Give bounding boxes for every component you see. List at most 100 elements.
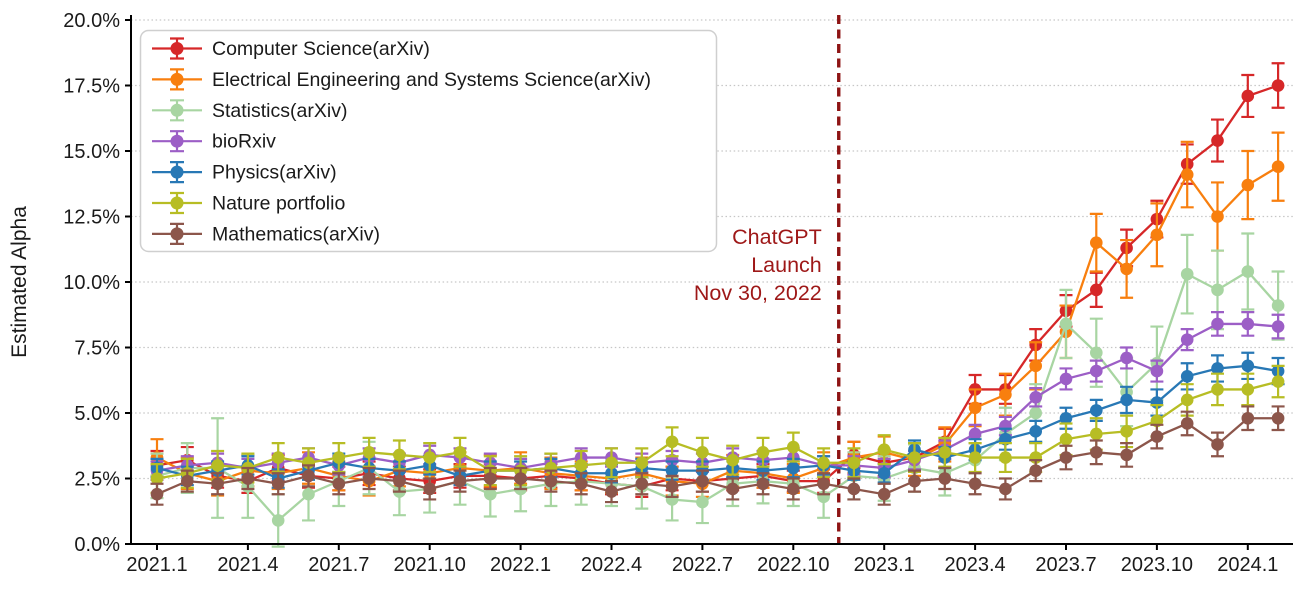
series-mathematics-arxiv (150, 405, 1285, 506)
legend-label: Computer Science(arXiv) (212, 38, 430, 60)
svg-text:5.0%: 5.0% (74, 403, 120, 425)
data-point (787, 440, 800, 454)
data-point (1090, 346, 1103, 360)
svg-text:17.5%: 17.5% (63, 76, 120, 98)
svg-text:2022.7: 2022.7 (672, 554, 733, 576)
svg-text:2023.10: 2023.10 (1121, 554, 1193, 576)
data-point (302, 487, 315, 501)
svg-text:2022.10: 2022.10 (757, 554, 829, 576)
svg-text:0.0%: 0.0% (74, 534, 120, 556)
data-point (1029, 390, 1042, 404)
data-point (908, 451, 921, 464)
legend-entry-mathematics-arxiv: Mathematics(arXiv) (152, 222, 380, 245)
legend-label: Statistics(arXiv) (212, 100, 347, 122)
data-point (211, 459, 224, 472)
data-point (1029, 359, 1042, 373)
data-point (181, 474, 194, 488)
data-point (302, 469, 315, 483)
data-point (1271, 375, 1285, 388)
data-point (1271, 160, 1285, 174)
data-point (1211, 283, 1224, 297)
data-point (332, 477, 346, 491)
data-point (938, 446, 952, 459)
legend-label: Electrical Engineering and Systems Scien… (212, 69, 651, 91)
svg-text:10.0%: 10.0% (63, 272, 120, 294)
data-point (1241, 411, 1255, 425)
data-point (968, 401, 982, 415)
svg-text:7.5%: 7.5% (74, 338, 120, 360)
data-point (514, 472, 527, 485)
data-point (968, 477, 982, 491)
data-point (393, 474, 406, 488)
data-point (1271, 79, 1285, 92)
legend-marker-dot (170, 72, 184, 86)
data-point (484, 487, 497, 501)
data-point (423, 451, 437, 464)
svg-text:2021.4: 2021.4 (217, 554, 278, 576)
data-point (271, 477, 285, 491)
svg-text:2022.1: 2022.1 (490, 554, 551, 576)
legend-label: Nature portfolio (212, 193, 345, 215)
data-point (150, 487, 164, 501)
legend-entry-computer-science-arxiv: Computer Science(arXiv) (152, 37, 430, 60)
data-point (787, 461, 800, 475)
legend-label: Mathematics(arXiv) (212, 223, 380, 245)
svg-text:20.0%: 20.0% (63, 10, 120, 32)
svg-text:15.0%: 15.0% (63, 141, 120, 163)
data-point (1059, 411, 1073, 425)
series-line (156, 322, 1279, 472)
data-point (847, 456, 861, 470)
data-point (271, 451, 285, 464)
data-point (665, 435, 679, 449)
data-point (877, 443, 891, 456)
data-point (1059, 317, 1073, 331)
x-axis: 2021.1 2021.4 2021.7 2021.10 2022.1 2022.4 202… (126, 544, 1278, 576)
data-point (1120, 262, 1133, 276)
data-point (1029, 406, 1042, 420)
data-point (1090, 364, 1103, 378)
data-point (605, 456, 618, 470)
data-point (1241, 359, 1255, 373)
data-point (211, 477, 224, 491)
error-bars (150, 364, 1285, 495)
data-point (1180, 333, 1194, 346)
data-point (726, 453, 739, 467)
data-point (241, 472, 255, 485)
svg-text:2.5%: 2.5% (74, 469, 120, 491)
legend-marker-dot (170, 134, 184, 148)
data-point (332, 451, 346, 464)
data-point (150, 472, 164, 485)
data-point (999, 451, 1012, 464)
data-point (1180, 370, 1194, 383)
svg-text:2023.4: 2023.4 (945, 554, 1006, 576)
series-nature-portfolio (150, 364, 1285, 495)
svg-text:2021.1: 2021.1 (126, 554, 187, 576)
data-point (1211, 362, 1224, 375)
data-point (1271, 299, 1285, 312)
legend-box (139, 29, 718, 253)
data-point (1029, 464, 1042, 477)
data-point (362, 446, 376, 459)
data-point (1059, 451, 1073, 464)
data-point (1090, 283, 1103, 297)
data-point (484, 472, 497, 485)
svg-text:2023.1: 2023.1 (854, 554, 915, 576)
data-point (817, 456, 830, 470)
data-point (544, 474, 558, 488)
data-point (1211, 210, 1224, 223)
data-point (1211, 134, 1224, 147)
data-point (968, 451, 982, 464)
data-point (1180, 417, 1194, 430)
data-point (665, 464, 679, 477)
data-point (756, 477, 770, 491)
svg-text:ChatGPT: ChatGPT (732, 225, 822, 249)
data-point (1180, 267, 1194, 281)
series-line (156, 380, 1279, 480)
data-point (1150, 228, 1164, 242)
data-point (1241, 265, 1255, 278)
data-point (1120, 393, 1133, 407)
data-point (696, 495, 709, 509)
data-point (1271, 320, 1285, 333)
data-point (1150, 430, 1164, 443)
data-point (1059, 372, 1073, 386)
